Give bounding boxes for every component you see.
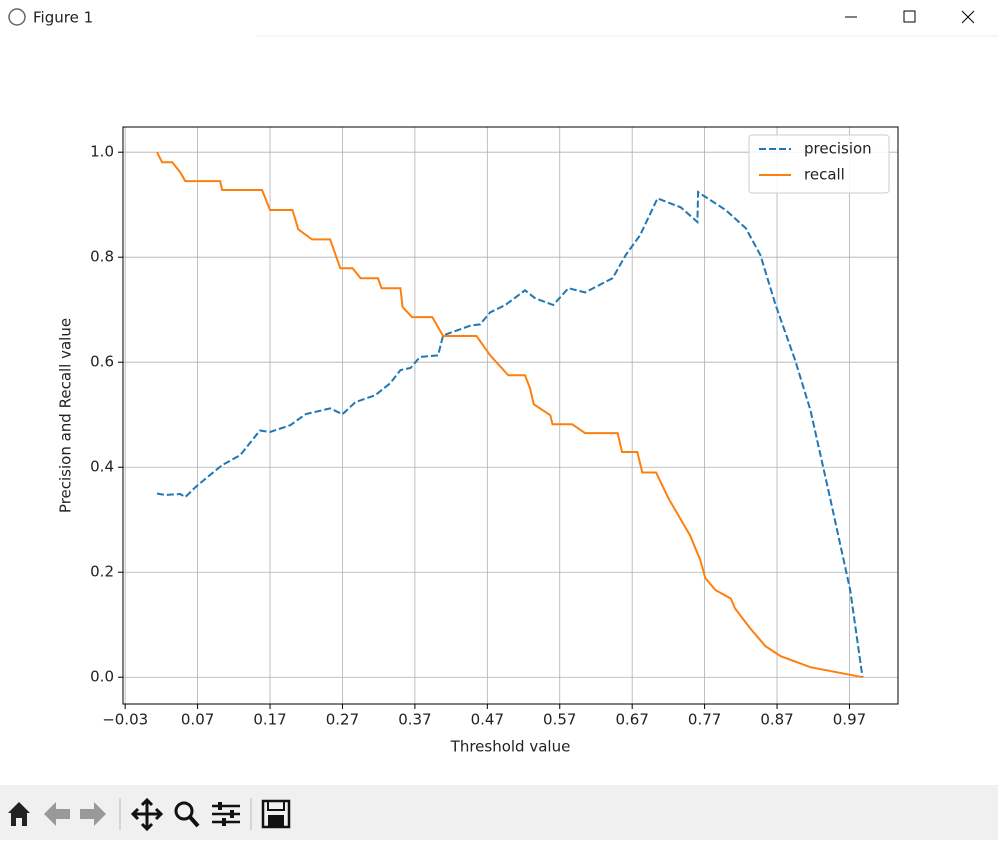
axes-frame — [122, 126, 899, 705]
x-tick-label: −0.03 — [102, 711, 148, 729]
zoom-button[interactable] — [174, 801, 200, 828]
x-tick-label: 0.87 — [760, 711, 793, 729]
save-button[interactable] — [261, 799, 291, 829]
x-tick-label: 0.07 — [181, 711, 214, 729]
legend-label: precision — [804, 140, 872, 158]
legend-label: recall — [804, 166, 845, 184]
close-button[interactable] — [961, 10, 975, 24]
x-tick-label: 0.67 — [615, 711, 648, 729]
y-tick-label: 0.6 — [90, 353, 114, 371]
window-title: Figure 1 — [33, 9, 93, 27]
y-tick-label: 0.2 — [90, 563, 114, 581]
y-tick-label: 0.0 — [90, 668, 114, 686]
pan-button[interactable] — [130, 797, 164, 832]
title-bar — [0, 0, 998, 36]
y-tick-label: 0.8 — [90, 248, 114, 266]
y-axis-label: Precision and Recall value — [57, 318, 75, 513]
back-button[interactable] — [44, 802, 70, 826]
x-tick-label: 0.57 — [543, 711, 576, 729]
x-tick-label: 0.47 — [471, 711, 504, 729]
configure-button[interactable] — [212, 802, 240, 826]
x-tick-label: 0.37 — [398, 711, 431, 729]
plot: −0.03 0.07 0.17 0.27 0.37 0.47 0.57 0.67 0.77 0.8… — [57, 126, 899, 756]
toolbar — [0, 785, 998, 840]
line — [156, 151, 863, 679]
line — [156, 190, 864, 678]
x-tick-label: 0.27 — [326, 711, 359, 729]
x-tick-label: 0.97 — [833, 711, 866, 729]
forward-button[interactable] — [80, 802, 106, 826]
y-tick-label: 0.4 — [90, 458, 114, 476]
x-tick-label: 0.77 — [688, 711, 721, 729]
x-axis-label: Threshold value — [450, 738, 571, 756]
home-button[interactable] — [8, 802, 30, 826]
y-tick-label: 1.0 — [90, 143, 114, 161]
maximize-button[interactable] — [903, 10, 916, 23]
app-icon — [8, 8, 26, 26]
x-tick-label: 0.17 — [253, 711, 286, 729]
